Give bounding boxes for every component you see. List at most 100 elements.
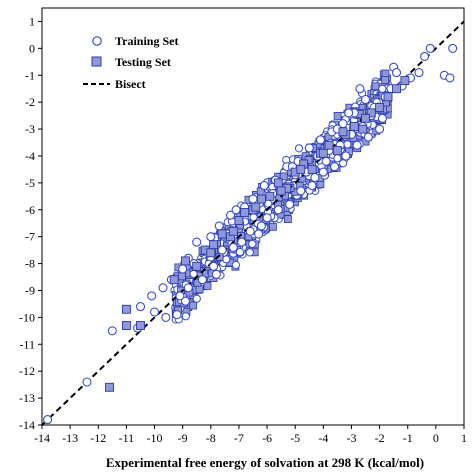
x-tick-label: -10 bbox=[147, 431, 163, 445]
training-point bbox=[360, 94, 371, 105]
cloud-training-point bbox=[249, 213, 258, 222]
testing-point bbox=[206, 248, 216, 258]
x-tick-label: -8 bbox=[206, 431, 216, 445]
testing-point bbox=[307, 164, 317, 174]
testing-point bbox=[375, 103, 385, 112]
training-point bbox=[248, 194, 258, 204]
training-point bbox=[217, 245, 227, 255]
training-point bbox=[262, 213, 272, 223]
testing-point bbox=[318, 148, 328, 158]
training-point bbox=[214, 221, 224, 231]
testing-point bbox=[361, 113, 370, 123]
y-tick-label: -4 bbox=[25, 149, 35, 163]
cloud-testing-point bbox=[268, 222, 277, 231]
legend-training-label: Training Set bbox=[115, 34, 178, 48]
cloud-testing-point bbox=[381, 76, 390, 84]
testing-point bbox=[251, 202, 261, 212]
training-point bbox=[82, 377, 92, 387]
training-point bbox=[391, 68, 402, 78]
y-tick-label: -5 bbox=[25, 176, 35, 190]
y-tick-label: -6 bbox=[25, 203, 35, 217]
cloud-testing-point bbox=[381, 69, 390, 78]
x-tick-label: -7 bbox=[234, 431, 244, 445]
x-tick-label: -14 bbox=[34, 431, 50, 445]
training-point bbox=[147, 291, 157, 301]
testing-point bbox=[392, 84, 401, 94]
training-point bbox=[341, 151, 351, 161]
legend: Training Set Testing Set Bisect bbox=[83, 34, 178, 91]
cloud-training-point bbox=[181, 312, 190, 321]
x-tick-label: 1 bbox=[461, 431, 467, 445]
testing-point bbox=[121, 321, 131, 330]
testing-point bbox=[265, 191, 275, 201]
testing-point bbox=[209, 240, 219, 250]
training-point bbox=[158, 283, 168, 293]
x-tick-label: -6 bbox=[262, 431, 272, 445]
testing-point bbox=[192, 261, 202, 271]
cloud-training-point bbox=[231, 260, 240, 270]
x-tick-label: -11 bbox=[119, 431, 135, 445]
testing-point bbox=[136, 321, 145, 330]
y-tick-label: -9 bbox=[25, 283, 35, 297]
y-tick-label: -3 bbox=[25, 122, 35, 136]
training-point bbox=[259, 181, 269, 191]
training-point bbox=[228, 242, 238, 252]
bisect-line bbox=[41, 20, 465, 426]
cloud-training-point bbox=[222, 255, 231, 264]
testing-point bbox=[121, 304, 131, 314]
x-tick-label: -13 bbox=[62, 431, 78, 445]
testing-point bbox=[338, 127, 348, 137]
testing-point bbox=[256, 194, 266, 204]
testing-point bbox=[358, 124, 368, 134]
y-tick-label: -14 bbox=[19, 418, 35, 432]
training-point bbox=[285, 199, 295, 209]
training-point bbox=[304, 143, 314, 153]
training-point bbox=[307, 181, 317, 191]
testing-point bbox=[228, 226, 238, 236]
testing-point bbox=[181, 256, 190, 266]
cloud-training-point bbox=[248, 239, 257, 248]
training-point bbox=[197, 275, 207, 285]
training-point bbox=[330, 162, 340, 172]
x-tick-label: -9 bbox=[178, 431, 188, 445]
y-axis-ticks: 1 0 -1 -2 -3 -4 -5 -6 -7 -8 -9 -10 -11 -12 -13 -14 bbox=[19, 14, 42, 432]
training-point bbox=[296, 186, 306, 196]
x-tick-label: 0 bbox=[433, 431, 439, 445]
cloud-training-point bbox=[245, 248, 254, 257]
training-point bbox=[206, 232, 216, 242]
training-point bbox=[256, 221, 266, 231]
training-point bbox=[352, 140, 362, 150]
cloud-training-point bbox=[333, 154, 342, 163]
bisect-layer bbox=[41, 20, 465, 426]
training-point bbox=[237, 237, 247, 247]
cloud-testing-point bbox=[283, 215, 292, 224]
plot-frame bbox=[41, 7, 465, 426]
training-point bbox=[344, 108, 354, 118]
x-tick-label: -2 bbox=[375, 431, 385, 445]
testing-point bbox=[217, 229, 227, 239]
cloud-training-point bbox=[339, 159, 348, 168]
training-point bbox=[425, 43, 435, 53]
cloud-testing-point bbox=[371, 82, 380, 91]
training-point bbox=[420, 51, 430, 61]
testing-point bbox=[332, 146, 342, 156]
training-point bbox=[445, 73, 455, 83]
training-point bbox=[254, 229, 264, 239]
cloud-training-point bbox=[343, 140, 352, 149]
cloud-testing-point bbox=[333, 112, 342, 120]
training-point bbox=[310, 172, 320, 183]
testing-point bbox=[366, 108, 376, 118]
cloud-training-point bbox=[294, 144, 304, 153]
cloud-testing-point bbox=[189, 301, 198, 310]
cloud-testing-point bbox=[203, 281, 212, 290]
training-point bbox=[211, 269, 221, 279]
training-point bbox=[225, 210, 236, 220]
x-axis-title: Experimental free energy of solvation at… bbox=[106, 455, 424, 470]
training-point bbox=[414, 68, 424, 78]
training-point bbox=[172, 310, 182, 320]
training-point bbox=[178, 264, 188, 274]
training-point bbox=[161, 312, 171, 322]
legend-testing-label: Testing Set bbox=[115, 55, 171, 69]
x-tick-label: -1 bbox=[403, 431, 413, 445]
